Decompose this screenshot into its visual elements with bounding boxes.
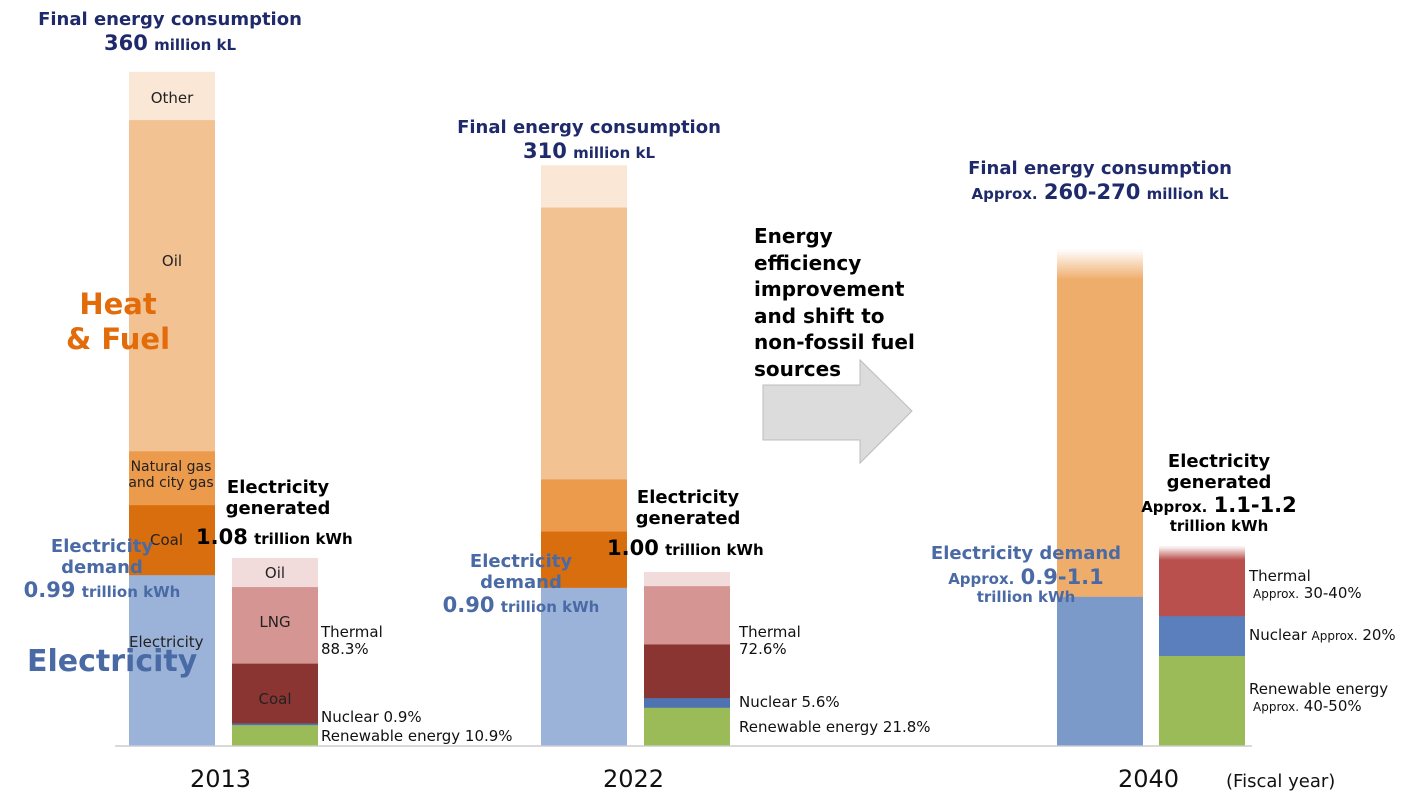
fe-bar-2022-natural-gas-and-city-gas	[541, 478, 627, 532]
transition-text-line: and shift to	[754, 303, 885, 328]
gen-bar-2022-nuclear	[644, 697, 730, 708]
gen-bar-2040-renewable-energy	[1159, 655, 1245, 746]
seg-electricity: Electricity	[129, 633, 204, 651]
fe-bar-2022-coal	[541, 531, 627, 588]
gen-seg-coal: Coal	[258, 690, 292, 708]
eg-2013-label: Electricity generated	[225, 477, 331, 519]
seg-gas: Natural gas and city gas	[128, 459, 214, 492]
eg-2022-value: 1.00 trillion kWh	[607, 536, 764, 560]
renewable-2013: Renewable energy 10.9%	[321, 727, 513, 745]
gen-bar-2013-lng	[232, 586, 318, 664]
gen-bar-2013-oil	[232, 557, 318, 588]
thermal-2022: Thermal 72.6%	[739, 623, 801, 659]
seg-other: Other	[150, 89, 194, 107]
fec-2040-label: Final energy consumption Approx. 260-270…	[968, 158, 1232, 204]
transition-text-line: sources	[754, 356, 842, 381]
transition-text: Energy efficiency improvement and shift to n…	[754, 223, 915, 382]
gen-bar-2022-renewable-energy	[644, 707, 730, 746]
fec-2013-label: Final energy consumption 360 million kL	[38, 9, 302, 55]
renewable-2040: Renewable energy Approx. 40-50%	[1249, 680, 1389, 716]
transition-text-line: Energy	[754, 224, 833, 248]
nuclear-2022: Nuclear 5.6%	[739, 693, 840, 711]
fec-2022-label: Final energy consumption 310 million kL	[457, 117, 721, 163]
fe-bar-2013-natural-gas-and-city-gas	[129, 450, 215, 506]
ed-2013-label: Electricity demand 0.99 trillion kWh	[23, 536, 181, 603]
year-2040: 2040	[1118, 765, 1180, 793]
eg-2022-label: Electricity generated	[635, 487, 741, 529]
eg-2040-label: Electricity generated Approx. 1.1-1.2 tri…	[1141, 451, 1297, 536]
nuclear-2040: Nuclear Approx. 20%	[1249, 626, 1396, 644]
transition-text-line: efficiency	[754, 250, 862, 275]
gen-bar-2022-coal	[644, 643, 730, 699]
seg-oil: Oil	[161, 252, 183, 270]
nuclear-2013: Nuclear 0.9%	[321, 708, 422, 726]
fe-bar-2013-oil	[129, 119, 215, 452]
gen-bar-2013-renewable-energy	[232, 724, 318, 746]
fe-bar-2040-fade	[1057, 249, 1143, 280]
electricity-big-label: Electricity	[27, 644, 198, 679]
fiscal-year-label: (Fiscal year)	[1226, 771, 1336, 792]
gen-seg-oil: Oil	[264, 564, 286, 582]
year-2013: 2013	[190, 765, 252, 793]
gen-bar-2013-coal	[232, 663, 318, 724]
year-2022: 2022	[603, 765, 665, 793]
fe-bar-2022-other	[541, 165, 627, 208]
ed-2022-label: Electricity demand 0.90 trillion kWh	[442, 551, 600, 618]
transition-text-line: improvement	[754, 277, 905, 301]
transition-text-line: non-fossil fuel	[754, 330, 915, 354]
fe-bar-2013-electricity	[129, 574, 215, 746]
fe-bar-2022-electricity	[541, 587, 627, 746]
gen-bar-2040-fade	[1159, 546, 1245, 561]
renewable-2022: Renewable energy 21.8%	[739, 718, 931, 736]
thermal-2040: Thermal Approx. 30-40%	[1249, 567, 1362, 603]
ed-2040-label: Electricity demand Approx. 0.9-1.1 trill…	[930, 543, 1122, 607]
gen-bar-2022-lng	[644, 585, 730, 645]
fe-bar-2040-electricity	[1057, 596, 1143, 746]
gen-bar-2022-oil	[644, 572, 730, 587]
fe-bar-2013-coal	[129, 504, 215, 576]
thermal-2013: Thermal 88.3%	[321, 623, 383, 659]
transition-arrow	[762, 358, 913, 465]
gen-bar-2013-nuclear	[232, 722, 318, 726]
fe-bar-2013-other	[129, 71, 215, 121]
fe-bar-2040-heat-fuel	[1057, 249, 1143, 597]
heat-fuel-label: Heat & Fuel	[66, 287, 171, 356]
seg-coal: Coal	[150, 531, 184, 549]
gen-seg-lng: LNG	[259, 613, 291, 631]
gen-bar-2040-nuclear	[1159, 615, 1245, 656]
eg-2013-value: 1.08 trillion kWh	[196, 525, 353, 549]
fe-bar-2022-oil	[541, 207, 627, 480]
